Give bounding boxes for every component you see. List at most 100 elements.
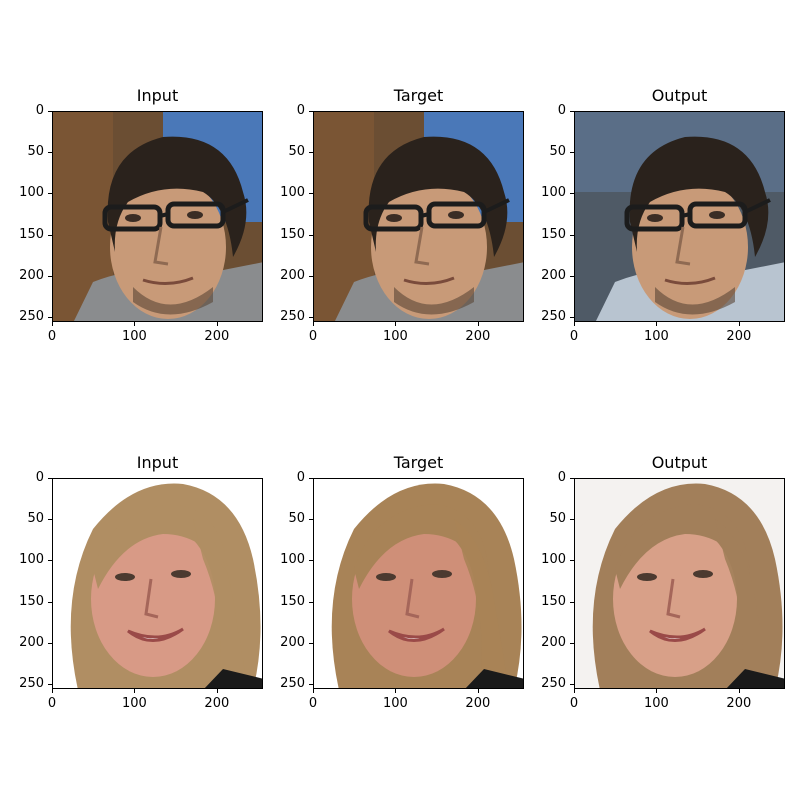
y-tick-mark — [309, 275, 313, 277]
y-tick-mark — [570, 234, 574, 236]
x-tick-mark — [134, 689, 136, 693]
x-tick-label: 0 — [47, 696, 57, 711]
x-tick-label: 100 — [122, 696, 147, 711]
x-tick-mark — [738, 322, 740, 326]
y-tick-label: 150 — [541, 226, 566, 242]
x-tick-mark — [656, 322, 658, 326]
x-tick-label: 0 — [47, 329, 57, 344]
y-tick-mark — [48, 601, 52, 603]
image-frame — [574, 478, 785, 689]
x-tick-label: 100 — [644, 329, 669, 344]
face-image — [314, 112, 523, 321]
y-tick-mark — [570, 684, 574, 686]
image-panel — [52, 111, 263, 322]
y-tick-mark — [309, 478, 313, 479]
y-tick-label: 200 — [19, 267, 44, 283]
panel-title: Target — [393, 86, 444, 105]
face-image — [575, 479, 784, 688]
y-tick-label: 100 — [541, 552, 566, 568]
y-tick-label: 200 — [541, 267, 566, 283]
image-panel — [313, 111, 524, 322]
y-tick-label: 250 — [19, 676, 44, 692]
y-tick-label: 100 — [541, 185, 566, 201]
x-tick-label: 200 — [465, 696, 491, 711]
y-tick-mark — [48, 317, 52, 319]
panel-title: Target — [393, 453, 444, 472]
x-tick-label: 0 — [308, 696, 318, 711]
y-tick-label: 250 — [280, 309, 305, 325]
y-tick-label: 50 — [27, 511, 44, 527]
x-tick-mark — [477, 322, 479, 326]
y-tick-label: 100 — [280, 185, 305, 201]
x-tick-mark — [52, 322, 53, 326]
x-tick-label: 100 — [383, 329, 408, 344]
x-tick-mark — [656, 689, 658, 693]
panel-title: Input — [136, 86, 179, 105]
y-tick-mark — [309, 601, 313, 603]
y-tick-label: 100 — [19, 552, 44, 568]
y-tick-label: 100 — [19, 185, 44, 201]
image-frame — [52, 478, 263, 689]
y-tick-label: 0 — [296, 470, 305, 485]
y-tick-mark — [309, 152, 313, 154]
y-tick-label: 50 — [549, 144, 566, 160]
y-tick-mark — [48, 684, 52, 686]
x-tick-mark — [216, 689, 218, 693]
y-tick-label: 50 — [288, 511, 305, 527]
y-tick-mark — [48, 111, 52, 112]
x-tick-label: 0 — [569, 696, 579, 711]
y-tick-mark — [570, 601, 574, 603]
x-tick-mark — [477, 689, 479, 693]
x-tick-mark — [216, 322, 218, 326]
panel-title: Input — [136, 453, 179, 472]
image-panel — [313, 478, 524, 689]
y-tick-label: 100 — [280, 552, 305, 568]
face-image — [53, 479, 262, 688]
y-tick-mark — [570, 111, 574, 112]
y-tick-mark — [309, 234, 313, 236]
image-frame — [574, 111, 785, 322]
y-tick-mark — [570, 193, 574, 195]
image-frame — [313, 478, 524, 689]
x-tick-label: 100 — [383, 696, 408, 711]
y-tick-label: 200 — [280, 267, 305, 283]
y-tick-mark — [48, 234, 52, 236]
image-frame — [313, 111, 524, 322]
panel-title: Output — [651, 86, 708, 105]
x-tick-label: 100 — [122, 329, 147, 344]
y-tick-label: 0 — [557, 103, 566, 118]
y-tick-label: 50 — [549, 511, 566, 527]
y-tick-mark — [48, 193, 52, 195]
x-tick-label: 200 — [204, 329, 230, 344]
image-panel — [52, 478, 263, 689]
x-tick-mark — [313, 689, 314, 693]
y-tick-mark — [309, 684, 313, 686]
y-tick-mark — [570, 152, 574, 154]
x-tick-mark — [395, 689, 397, 693]
x-tick-label: 200 — [465, 329, 491, 344]
y-tick-mark — [309, 560, 313, 562]
y-tick-mark — [48, 519, 52, 521]
y-tick-mark — [570, 560, 574, 562]
y-tick-mark — [48, 275, 52, 277]
y-tick-mark — [570, 317, 574, 319]
face-image — [314, 479, 523, 688]
y-tick-label: 0 — [35, 470, 44, 485]
x-tick-label: 200 — [726, 696, 752, 711]
y-tick-label: 0 — [35, 103, 44, 118]
x-tick-mark — [313, 322, 314, 326]
y-tick-label: 0 — [557, 470, 566, 485]
y-tick-mark — [48, 642, 52, 644]
y-tick-label: 150 — [280, 593, 305, 609]
y-tick-label: 150 — [19, 593, 44, 609]
x-tick-label: 100 — [644, 696, 669, 711]
face-image — [575, 112, 784, 321]
x-tick-label: 200 — [204, 696, 230, 711]
y-tick-label: 150 — [280, 226, 305, 242]
y-tick-mark — [309, 519, 313, 521]
y-tick-label: 200 — [541, 634, 566, 650]
y-tick-mark — [48, 478, 52, 479]
y-tick-label: 250 — [541, 676, 566, 692]
panel-title: Output — [651, 453, 708, 472]
y-tick-mark — [570, 642, 574, 644]
